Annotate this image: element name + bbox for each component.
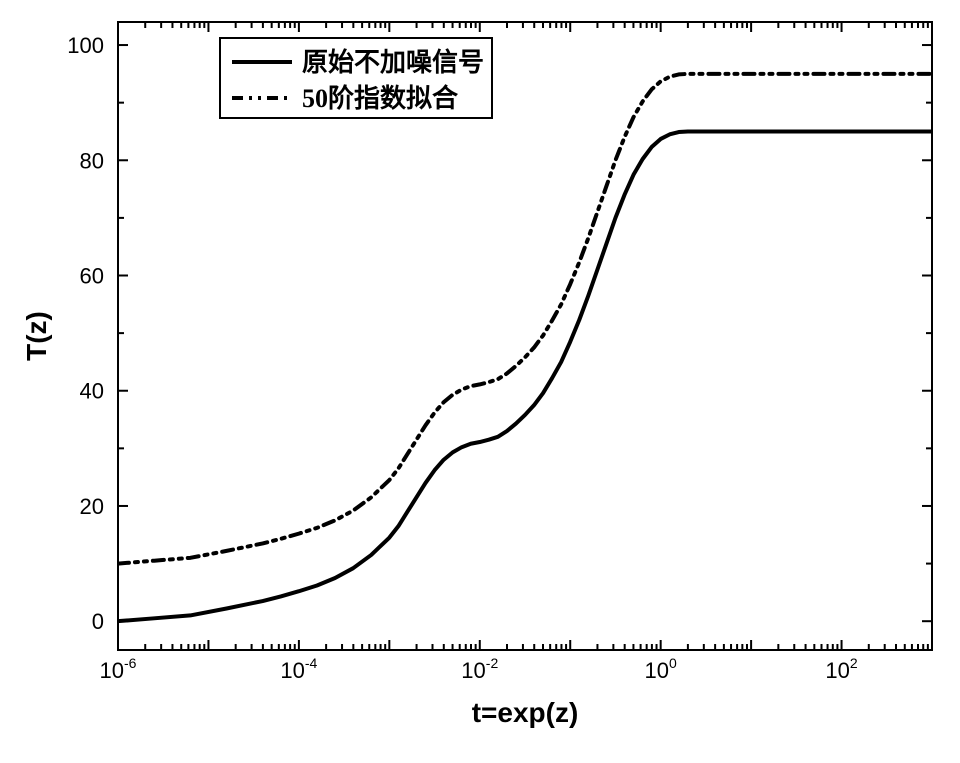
- y-tick-label: 100: [67, 33, 104, 58]
- x-tick-label: 100: [645, 655, 677, 683]
- y-tick-label: 80: [80, 148, 104, 173]
- x-axis-title: t=exp(z): [472, 697, 579, 728]
- y-axis-title: T(z): [21, 311, 52, 361]
- x-tick-label: 10-6: [100, 655, 137, 683]
- chart-svg: 10-6 10-4 10-2 100 102 t=exp(z) 0 20 40 60 80 100 T(…: [0, 0, 960, 763]
- chart-container: 10-6 10-4 10-2 100 102 t=exp(z) 0 20 40 60 80 100 T(…: [0, 0, 960, 763]
- y-tick-label: 40: [80, 379, 104, 404]
- legend-label-fit_50: 50阶指数拟合: [302, 83, 459, 113]
- y-tick-label: 20: [80, 494, 104, 519]
- plot-frame: [118, 22, 932, 650]
- legend-label-raw_signal: 原始不加噪信号: [302, 48, 484, 77]
- x-tick-label: 10-4: [280, 655, 317, 683]
- y-tick-label: 0: [92, 609, 104, 634]
- y-tick-label: 60: [80, 264, 104, 289]
- series-fit_50: [118, 74, 932, 564]
- x-tick-label: 10-2: [461, 655, 498, 683]
- x-tick-label: 102: [825, 655, 857, 683]
